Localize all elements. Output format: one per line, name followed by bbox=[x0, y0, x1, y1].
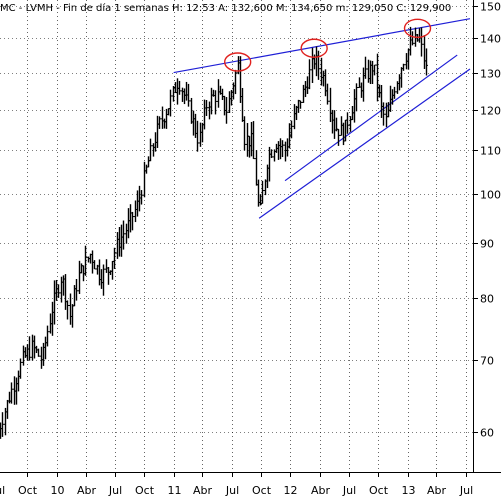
ohlc-bar bbox=[411, 31, 414, 46]
ohlc-bar bbox=[261, 180, 264, 204]
y-tick-label: 110 bbox=[480, 145, 501, 158]
price-bars bbox=[0, 26, 428, 439]
ohlc-bar bbox=[382, 102, 385, 126]
ohlc-bar bbox=[28, 336, 31, 361]
ohlc-bar bbox=[46, 325, 49, 347]
y-tick-label: 70 bbox=[480, 355, 494, 368]
ohlc-bar bbox=[243, 116, 246, 151]
ohlc-bar bbox=[140, 190, 143, 205]
ohlc-bar bbox=[346, 112, 349, 134]
y-tick-label: 80 bbox=[480, 293, 494, 306]
ohlc-bar bbox=[337, 128, 340, 146]
ohlc-bar bbox=[75, 278, 78, 301]
ohlc-bar bbox=[425, 48, 428, 76]
ohlc-bar bbox=[149, 138, 152, 162]
x-tick-label: 11 bbox=[168, 484, 182, 497]
ohlc-bar bbox=[102, 264, 105, 296]
highlight-circles bbox=[223, 18, 432, 72]
y-tick-label: 90 bbox=[480, 238, 494, 251]
x-tick-label: 10 bbox=[51, 484, 65, 497]
ohlc-bar bbox=[37, 348, 40, 357]
ohlc-bar bbox=[187, 83, 190, 107]
ohlc-bar bbox=[122, 220, 125, 250]
x-axis-ticks: Jul Oct 10 Abr Jul Oct 11 Abr Jul Oct 12 Abr Jul Oct 1… bbox=[0, 472, 473, 497]
ohlc-bar bbox=[10, 382, 13, 404]
ohlc-bar bbox=[84, 245, 87, 276]
y-tick-label: 100 bbox=[480, 189, 501, 202]
x-tick-label: Abr bbox=[77, 484, 97, 497]
x-tick-label: Abr bbox=[427, 484, 447, 497]
y-axis-ticks: 60 70 80 90 100 110 120 130 140 150 bbox=[473, 1, 501, 440]
ohlc-bar bbox=[308, 59, 311, 90]
grid-lines bbox=[0, 0, 473, 472]
x-tick-label: 13 bbox=[402, 484, 416, 497]
trendline-2 bbox=[258, 68, 471, 219]
ohlc-bar bbox=[158, 116, 161, 129]
ohlc-bar bbox=[373, 64, 376, 76]
x-tick-label: Jul bbox=[225, 484, 239, 497]
ohlc-bar bbox=[290, 120, 293, 139]
ohlc-bar bbox=[113, 247, 116, 269]
x-tick-label: Jul bbox=[459, 484, 473, 497]
chart-header: MC - LVMH - Fin de día 1 semanas H: 12:5… bbox=[0, 2, 451, 14]
ohlc-bar bbox=[299, 100, 302, 109]
highlight-circle-2 bbox=[300, 38, 328, 58]
trendline-1 bbox=[173, 18, 471, 74]
x-tick-label: Oct bbox=[18, 484, 38, 497]
ohlc-bar bbox=[252, 121, 255, 160]
ohlc-bar bbox=[205, 100, 208, 116]
x-tick-label: Abr bbox=[193, 484, 213, 497]
ohlc-bar bbox=[355, 83, 358, 112]
ohlc-bar bbox=[270, 149, 273, 159]
trendlines bbox=[173, 18, 471, 219]
x-tick-label: Oct bbox=[252, 484, 272, 497]
ohlc-bar bbox=[178, 80, 181, 95]
ohlc-bar bbox=[225, 97, 228, 124]
ohlc-bar bbox=[234, 69, 237, 95]
x-tick-label: Oct bbox=[369, 484, 389, 497]
x-tick-label: Oct bbox=[135, 484, 155, 497]
y-tick-label: 60 bbox=[480, 427, 494, 440]
ohlc-bar bbox=[19, 358, 22, 379]
x-tick-label: Jul bbox=[0, 484, 5, 497]
ohlc-bar bbox=[57, 284, 60, 298]
x-tick-label: Jul bbox=[342, 484, 356, 497]
highlight-circle-3 bbox=[403, 18, 432, 39]
ohlc-bar bbox=[1, 412, 4, 437]
trendline-3 bbox=[284, 54, 458, 182]
y-tick-label: 130 bbox=[480, 68, 501, 81]
ohlc-bar bbox=[214, 90, 217, 115]
x-tick-label: Jul bbox=[108, 484, 122, 497]
y-tick-label: 140 bbox=[480, 33, 501, 46]
ohlc-bar bbox=[364, 56, 367, 79]
ohlc-bar bbox=[317, 50, 320, 80]
ohlc-bar bbox=[281, 140, 284, 158]
ohlc-bar bbox=[393, 86, 396, 99]
ohlc-bar bbox=[196, 120, 199, 152]
y-tick-label: 120 bbox=[480, 105, 501, 118]
ohlc-bar bbox=[131, 211, 134, 231]
x-tick-label: 12 bbox=[284, 484, 298, 497]
ohlc-bar bbox=[169, 89, 172, 117]
ohlc-bar bbox=[402, 63, 405, 71]
y-tick-label: 150 bbox=[480, 1, 501, 14]
ohlc-bar bbox=[66, 300, 69, 320]
highlight-circle-1 bbox=[223, 52, 252, 72]
x-tick-label: Abr bbox=[311, 484, 331, 497]
ohlc-bar bbox=[326, 83, 329, 105]
ohlc-bar bbox=[93, 260, 96, 270]
